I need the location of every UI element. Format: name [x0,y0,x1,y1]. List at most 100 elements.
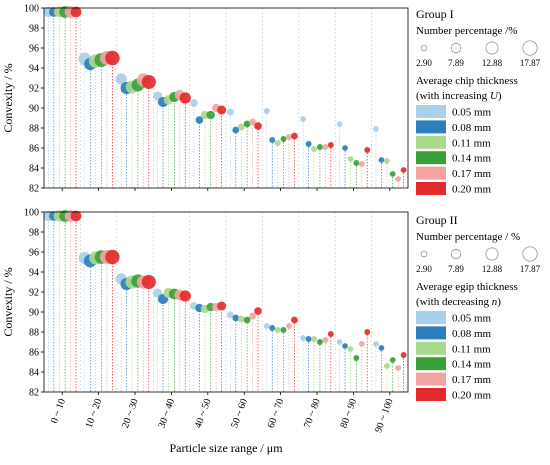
bubble-point [243,120,251,128]
bubble-point [311,146,318,152]
bubble-point [311,336,318,342]
y-axis-title: Convexity / % [1,267,15,336]
y-tick-label: 88 [29,124,39,135]
bubble-point [249,118,256,126]
color-legend-label: 0.11 mm [452,343,491,355]
size-legend-label: 7.89 [448,58,464,68]
bubble-point [305,336,312,342]
y-tick-label: 90 [29,104,39,115]
bubble-point [263,323,270,329]
color-legend-swatch [416,372,446,386]
color-legend-label: 0.14 mm [452,153,492,165]
color-legend-label: 0.08 mm [452,122,492,134]
y-tick-label: 92 [29,84,39,95]
bubble-point [217,105,227,115]
color-legend-swatch [416,151,446,165]
color-legend-subtitle: (with increasing U) [416,90,502,102]
bubble-point [400,167,407,173]
bubble-point [115,73,127,85]
y-tick-label: 82 [29,184,39,195]
bubble-point [141,74,156,90]
color-legend-swatch [416,311,446,324]
bubble-point [70,210,82,222]
x-tick-label: 40 ~ 50 [193,397,214,429]
bubble-point [300,116,307,122]
bubble-point [389,171,396,177]
bubble-point [291,316,298,324]
size-legend-circle [450,248,462,260]
size-legend-label: 17.87 [520,264,541,274]
size-legend-circle [522,246,538,262]
bubble-point [254,307,262,315]
bubble-point [322,144,329,150]
bubble-point [383,158,390,164]
color-legend-label: 0.08 mm [452,328,492,340]
y-tick-label: 100 [24,208,39,219]
color-legend-swatch [416,182,446,195]
bubble-point [347,156,354,162]
color-legend-subtitle: (with decreasing n) [416,296,501,308]
bubble-point [269,137,276,143]
bubble-point [232,314,240,322]
bubble-point [300,335,307,341]
color-legend-swatch [416,341,446,355]
color-legend-swatch [416,166,446,180]
bubble-point [327,331,334,337]
bubble-point [280,327,287,333]
bubble-point [141,274,156,290]
bubble-point [286,134,292,140]
color-legend-label: 0.17 mm [452,374,492,386]
x-tick-label: 80 ~ 90 [338,397,359,429]
bubble-point [305,141,312,147]
size-legend-circle [485,247,499,261]
bubble-point [226,311,234,319]
bubble-point [364,147,371,153]
x-tick-label: 60 ~ 70 [266,397,287,429]
plot-frame [43,211,409,393]
y-tick-label: 100 [24,4,39,15]
bubble-point [226,108,234,116]
bubble-point [179,290,191,302]
legend-2: Group II Number percentage / % 2.90 7.89 12.… [416,213,541,402]
bubble-point [269,325,276,331]
bubble-point [237,315,245,323]
bubble-point [105,50,120,66]
y-tick-label: 86 [29,144,39,155]
size-legend-circle [485,41,499,55]
bubble-point [400,352,407,358]
bubble-point [373,341,379,347]
y-tick-label: 96 [29,248,39,259]
color-legend-swatch [416,105,446,118]
y-tick-label: 98 [29,24,39,35]
bubble-point [373,126,379,132]
bubble-point [105,249,120,265]
bubble-point [395,365,402,371]
y-tick-label: 86 [29,348,39,359]
color-legend-label: 0.20 mm [452,390,492,402]
bubble-point [327,142,334,148]
bubble-point [254,122,262,130]
size-legend-label: 2.90 [416,264,432,274]
bubble-point [206,110,215,120]
bubble-point [195,116,204,124]
bubble-point [190,99,198,107]
bubble-point [249,312,256,320]
bubble-point [316,339,323,345]
color-legend-label: 0.11 mm [452,137,491,149]
color-legend-swatch [416,135,446,149]
color-legend-swatch [416,120,446,134]
color-legend-swatch [416,388,446,401]
y-tick-label: 92 [29,288,39,299]
legend-1: Group I Number percentage /% 2.90 7.89 12.88… [416,7,541,196]
plot-frame [43,7,409,189]
size-legend-circle [420,250,428,258]
bubble-point [263,108,270,114]
y-tick-label: 88 [29,328,39,339]
x-tick-label: 10 ~ 20 [84,397,105,429]
size-legend-label: 17.87 [520,58,541,68]
size-legend-label: 12.88 [482,58,503,68]
bubble-point [353,160,360,166]
bubble-point [274,140,281,146]
